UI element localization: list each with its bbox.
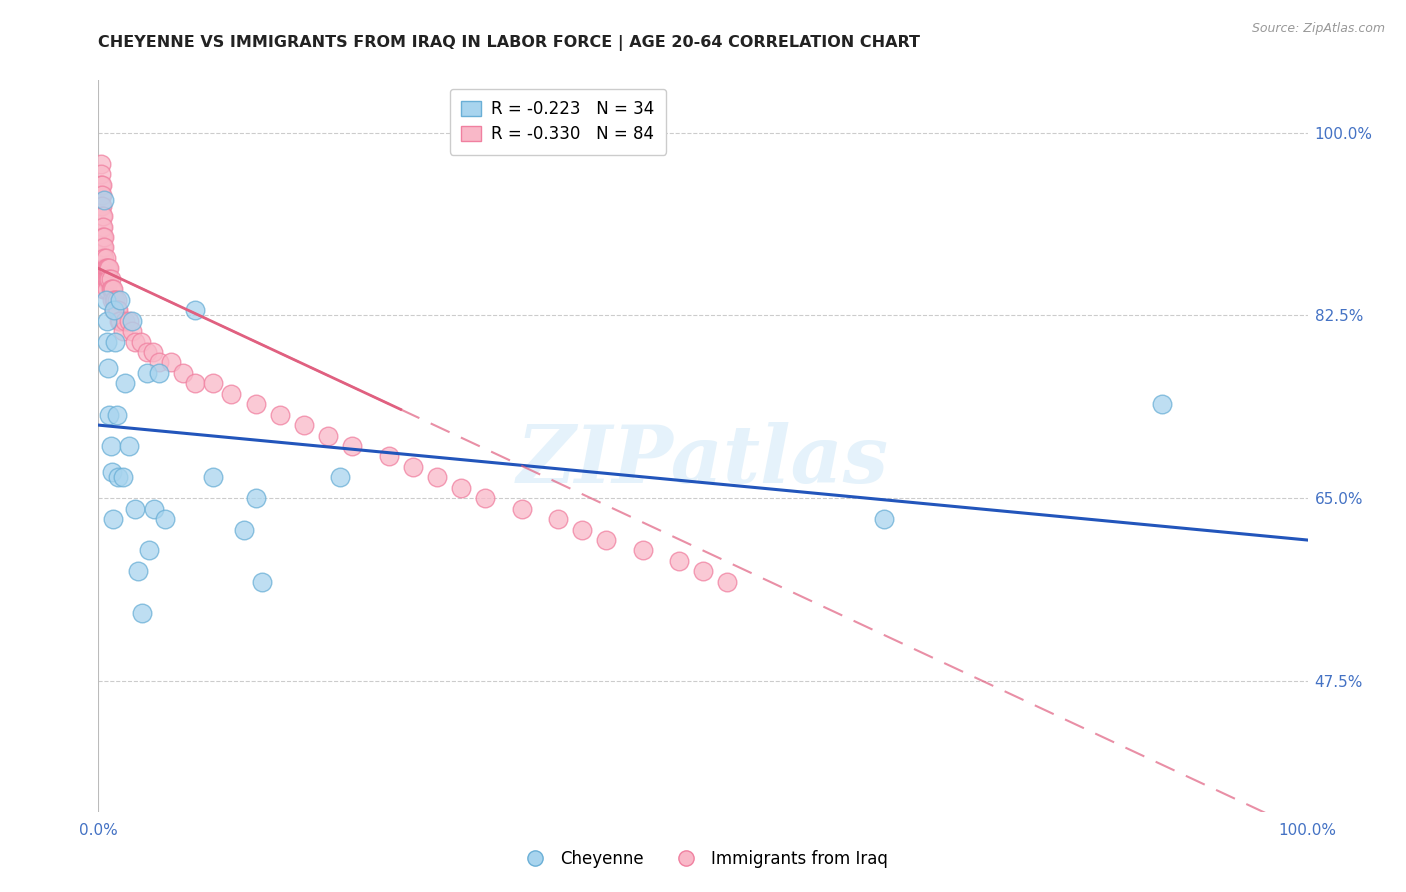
Point <box>91 261 114 276</box>
Point <box>114 376 136 391</box>
Point <box>91 230 114 244</box>
Point <box>91 209 114 223</box>
Point <box>184 303 207 318</box>
Point <box>118 313 141 327</box>
Point <box>100 439 122 453</box>
Point <box>595 533 617 547</box>
Point <box>91 199 114 213</box>
Point <box>100 293 122 307</box>
Point <box>172 366 194 380</box>
Point <box>129 334 152 349</box>
Point <box>232 523 254 537</box>
Point <box>111 470 134 484</box>
Point <box>510 501 533 516</box>
Point <box>105 408 128 422</box>
Point <box>135 366 157 380</box>
Point <box>342 439 364 453</box>
Point <box>91 209 114 223</box>
Point <box>93 194 115 208</box>
Point <box>103 293 125 307</box>
Point <box>221 386 243 401</box>
Point <box>153 512 176 526</box>
Point <box>547 512 569 526</box>
Point <box>91 219 114 234</box>
Point <box>131 606 153 620</box>
Point <box>377 450 399 464</box>
Point <box>108 313 131 327</box>
Point <box>138 543 160 558</box>
Point <box>91 272 114 286</box>
Point <box>93 282 115 296</box>
Point <box>91 282 114 296</box>
Point <box>91 251 114 265</box>
Point <box>90 178 112 192</box>
Point <box>93 261 115 276</box>
Point <box>96 261 118 276</box>
Point <box>329 470 352 484</box>
Point <box>96 282 118 296</box>
Legend: Cheyenne, Immigrants from Iraq: Cheyenne, Immigrants from Iraq <box>512 844 894 875</box>
Point <box>98 261 121 276</box>
Point <box>103 303 125 318</box>
Point <box>148 366 170 380</box>
Point <box>91 178 114 192</box>
Point <box>105 303 128 318</box>
Point <box>96 272 118 286</box>
Point <box>114 313 136 327</box>
Legend: R = -0.223   N = 34, R = -0.330   N = 84: R = -0.223 N = 34, R = -0.330 N = 84 <box>450 88 666 154</box>
Point <box>474 491 496 506</box>
Point <box>269 408 291 422</box>
Point <box>127 565 149 579</box>
Text: ZIPatlas: ZIPatlas <box>517 422 889 500</box>
Point <box>91 240 114 254</box>
Point <box>94 272 117 286</box>
Point <box>245 397 267 411</box>
Point <box>716 574 738 589</box>
Point <box>160 355 183 369</box>
Point <box>90 167 112 181</box>
Point <box>107 470 129 484</box>
Point <box>91 188 114 202</box>
Point <box>121 324 143 338</box>
Point <box>104 293 127 307</box>
Point <box>93 272 115 286</box>
Text: Source: ZipAtlas.com: Source: ZipAtlas.com <box>1251 22 1385 36</box>
Point <box>107 303 129 318</box>
Point <box>90 188 112 202</box>
Point <box>105 293 128 307</box>
Point <box>135 345 157 359</box>
Point <box>184 376 207 391</box>
Point <box>692 565 714 579</box>
Point <box>316 428 339 442</box>
Point <box>292 418 315 433</box>
Point <box>103 303 125 318</box>
Point <box>90 157 112 171</box>
Point <box>90 199 112 213</box>
Point <box>96 334 118 349</box>
Point <box>94 261 117 276</box>
Point <box>104 334 127 349</box>
Point <box>450 481 472 495</box>
Point <box>91 251 114 265</box>
Point <box>245 491 267 506</box>
Point <box>91 240 114 254</box>
Point <box>100 282 122 296</box>
Point <box>111 324 134 338</box>
Point <box>250 574 273 589</box>
Point <box>91 219 114 234</box>
Point <box>631 543 654 558</box>
Point <box>148 355 170 369</box>
Text: CHEYENNE VS IMMIGRANTS FROM IRAQ IN LABOR FORCE | AGE 20-64 CORRELATION CHART: CHEYENNE VS IMMIGRANTS FROM IRAQ IN LABO… <box>98 35 921 51</box>
Point <box>101 282 124 296</box>
Point <box>93 230 115 244</box>
Point <box>571 523 593 537</box>
Point <box>121 313 143 327</box>
Point <box>100 282 122 296</box>
Point <box>98 408 121 422</box>
Point <box>426 470 449 484</box>
Point <box>94 293 117 307</box>
Point <box>202 470 225 484</box>
Point <box>101 512 124 526</box>
Point <box>91 272 114 286</box>
